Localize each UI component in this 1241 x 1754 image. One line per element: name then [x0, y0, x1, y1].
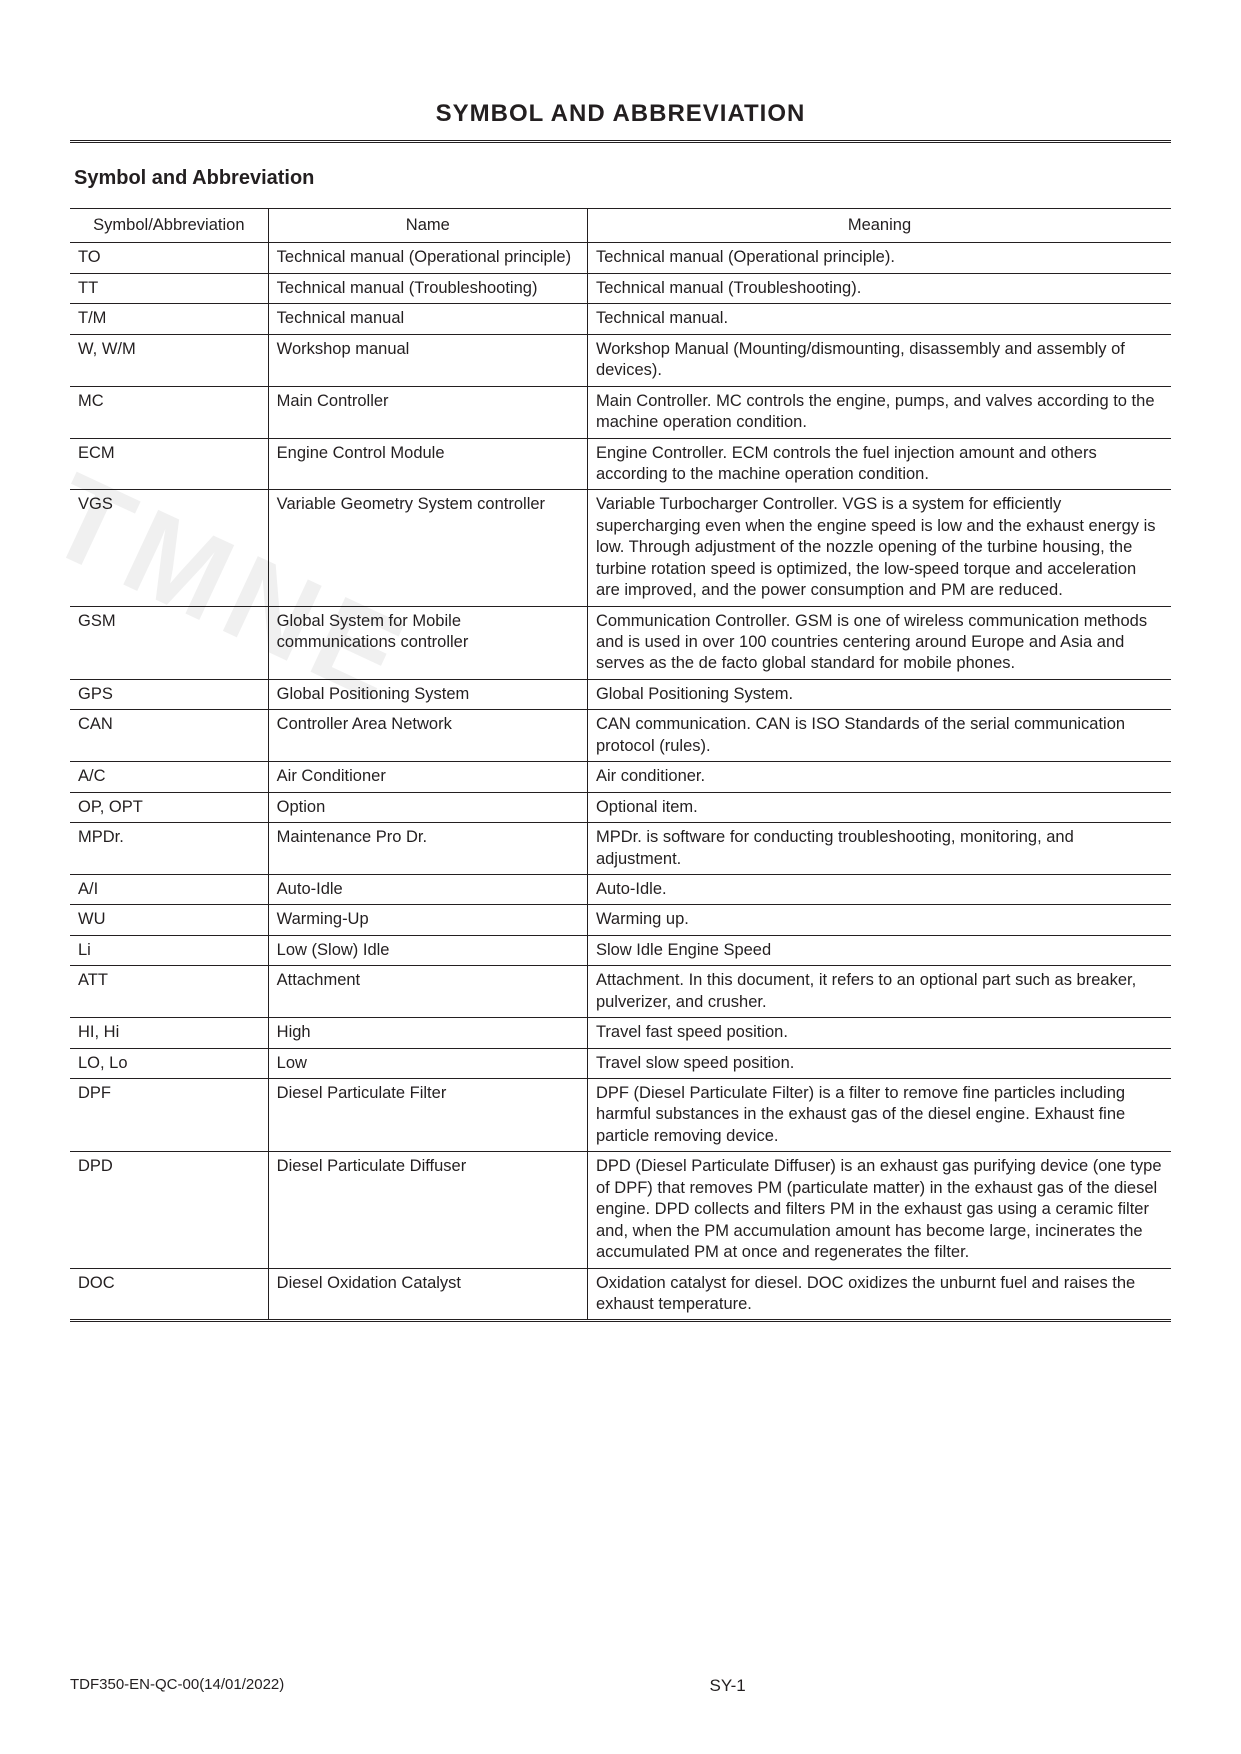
cell-symbol: DPF — [70, 1079, 268, 1152]
cell-meaning: Travel fast speed position. — [587, 1018, 1171, 1048]
table-row: CANController Area NetworkCAN communicat… — [70, 710, 1171, 762]
cell-symbol: DOC — [70, 1268, 268, 1321]
cell-name: Controller Area Network — [268, 710, 587, 762]
cell-meaning: Workshop Manual (Mounting/dismounting, d… — [587, 334, 1171, 386]
cell-name: Warming-Up — [268, 905, 587, 935]
cell-name: Low — [268, 1048, 587, 1078]
cell-name: Technical manual — [268, 304, 587, 334]
cell-name: Technical manual (Troubleshooting) — [268, 273, 587, 303]
cell-meaning: Main Controller. MC controls the engine,… — [587, 386, 1171, 438]
table-row: LO, LoLowTravel slow speed position. — [70, 1048, 1171, 1078]
cell-meaning: Engine Controller. ECM controls the fuel… — [587, 438, 1171, 490]
cell-symbol: TO — [70, 243, 268, 273]
cell-name: Global Positioning System — [268, 679, 587, 709]
cell-meaning: Attachment. In this document, it refers … — [587, 966, 1171, 1018]
abbreviation-table: Symbol/Abbreviation Name Meaning TOTechn… — [70, 208, 1171, 1322]
table-header-row: Symbol/Abbreviation Name Meaning — [70, 209, 1171, 243]
table-row: HI, HiHighTravel fast speed position. — [70, 1018, 1171, 1048]
table-row: T/MTechnical manualTechnical manual. — [70, 304, 1171, 334]
cell-meaning: Global Positioning System. — [587, 679, 1171, 709]
table-row: DOCDiesel Oxidation CatalystOxidation ca… — [70, 1268, 1171, 1321]
table-row: TOTechnical manual (Operational principl… — [70, 243, 1171, 273]
cell-symbol: W, W/M — [70, 334, 268, 386]
page-footer: TDF350-EN-QC-00(14/01/2022) SY-1 — [70, 1676, 1171, 1696]
cell-name: Attachment — [268, 966, 587, 1018]
cell-symbol: LO, Lo — [70, 1048, 268, 1078]
cell-symbol: MPDr. — [70, 823, 268, 875]
cell-symbol: T/M — [70, 304, 268, 334]
cell-meaning: Technical manual. — [587, 304, 1171, 334]
cell-meaning: DPF (Diesel Particulate Filter) is a fil… — [587, 1079, 1171, 1152]
cell-name: Global System for Mobile communications … — [268, 606, 587, 679]
cell-meaning: Technical manual (Operational principle)… — [587, 243, 1171, 273]
table-row: WUWarming-UpWarming up. — [70, 905, 1171, 935]
cell-symbol: ECM — [70, 438, 268, 490]
table-row: A/CAir ConditionerAir conditioner. — [70, 762, 1171, 792]
table-row: MCMain ControllerMain Controller. MC con… — [70, 386, 1171, 438]
cell-meaning: Variable Turbocharger Controller. VGS is… — [587, 490, 1171, 606]
cell-meaning: MPDr. is software for conducting trouble… — [587, 823, 1171, 875]
cell-meaning: Communication Controller. GSM is one of … — [587, 606, 1171, 679]
doc-number: TDF350-EN-QC-00(14/01/2022) — [70, 1676, 284, 1693]
section-heading: Symbol and Abbreviation — [74, 167, 1171, 190]
table-row: TTTechnical manual (Troubleshooting)Tech… — [70, 273, 1171, 303]
cell-meaning: CAN communication. CAN is ISO Standards … — [587, 710, 1171, 762]
cell-meaning: Technical manual (Troubleshooting). — [587, 273, 1171, 303]
cell-name: Maintenance Pro Dr. — [268, 823, 587, 875]
cell-name: Diesel Particulate Diffuser — [268, 1152, 587, 1268]
cell-symbol: DPD — [70, 1152, 268, 1268]
cell-name: Diesel Particulate Filter — [268, 1079, 587, 1152]
table-row: MPDr.Maintenance Pro Dr.MPDr. is softwar… — [70, 823, 1171, 875]
cell-symbol: A/I — [70, 874, 268, 904]
cell-name: Workshop manual — [268, 334, 587, 386]
cell-symbol: HI, Hi — [70, 1018, 268, 1048]
cell-meaning: Warming up. — [587, 905, 1171, 935]
cell-symbol: TT — [70, 273, 268, 303]
page-title: SYMBOL AND ABBREVIATION — [70, 100, 1171, 143]
table-row: DPFDiesel Particulate FilterDPF (Diesel … — [70, 1079, 1171, 1152]
cell-symbol: GSM — [70, 606, 268, 679]
cell-name: Auto-Idle — [268, 874, 587, 904]
col-header-name: Name — [268, 209, 587, 243]
cell-name: Technical manual (Operational principle) — [268, 243, 587, 273]
cell-name: Low (Slow) Idle — [268, 935, 587, 965]
table-row: OP, OPTOptionOptional item. — [70, 792, 1171, 822]
cell-name: Air Conditioner — [268, 762, 587, 792]
table-row: DPDDiesel Particulate DiffuserDPD (Diese… — [70, 1152, 1171, 1268]
cell-name: Diesel Oxidation Catalyst — [268, 1268, 587, 1321]
cell-name: Option — [268, 792, 587, 822]
cell-name: Main Controller — [268, 386, 587, 438]
cell-symbol: OP, OPT — [70, 792, 268, 822]
cell-meaning: DPD (Diesel Particulate Diffuser) is an … — [587, 1152, 1171, 1268]
col-header-symbol: Symbol/Abbreviation — [70, 209, 268, 243]
cell-name: Variable Geometry System controller — [268, 490, 587, 606]
col-header-meaning: Meaning — [587, 209, 1171, 243]
cell-name: Engine Control Module — [268, 438, 587, 490]
table-row: GPSGlobal Positioning SystemGlobal Posit… — [70, 679, 1171, 709]
cell-meaning: Travel slow speed position. — [587, 1048, 1171, 1078]
cell-symbol: VGS — [70, 490, 268, 606]
cell-symbol: ATT — [70, 966, 268, 1018]
cell-meaning: Slow Idle Engine Speed — [587, 935, 1171, 965]
cell-symbol: MC — [70, 386, 268, 438]
cell-meaning: Optional item. — [587, 792, 1171, 822]
cell-symbol: CAN — [70, 710, 268, 762]
cell-symbol: GPS — [70, 679, 268, 709]
table-row: LiLow (Slow) IdleSlow Idle Engine Speed — [70, 935, 1171, 965]
table-row: VGSVariable Geometry System controllerVa… — [70, 490, 1171, 606]
table-row: W, W/MWorkshop manualWorkshop Manual (Mo… — [70, 334, 1171, 386]
cell-meaning: Auto-Idle. — [587, 874, 1171, 904]
cell-name: High — [268, 1018, 587, 1048]
cell-symbol: WU — [70, 905, 268, 935]
table-row: A/IAuto-IdleAuto-Idle. — [70, 874, 1171, 904]
cell-meaning: Oxidation catalyst for diesel. DOC oxidi… — [587, 1268, 1171, 1321]
table-row: GSMGlobal System for Mobile communicatio… — [70, 606, 1171, 679]
table-body: TOTechnical manual (Operational principl… — [70, 243, 1171, 1321]
cell-meaning: Air conditioner. — [587, 762, 1171, 792]
table-row: ATTAttachmentAttachment. In this documen… — [70, 966, 1171, 1018]
table-row: ECMEngine Control ModuleEngine Controlle… — [70, 438, 1171, 490]
cell-symbol: Li — [70, 935, 268, 965]
cell-symbol: A/C — [70, 762, 268, 792]
